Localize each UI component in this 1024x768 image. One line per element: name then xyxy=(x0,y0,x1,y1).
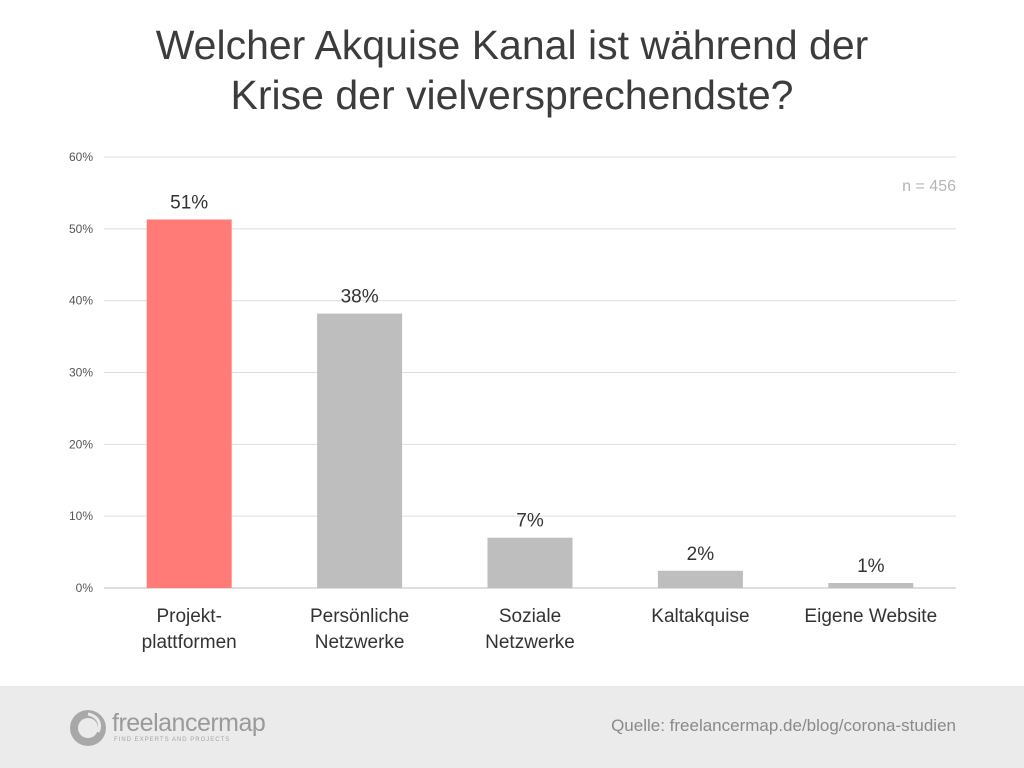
x-category-label: Netzwerke xyxy=(315,632,405,653)
x-category-label: Kaltakquise xyxy=(651,606,749,627)
bar-value-label: 38% xyxy=(341,287,379,308)
bar xyxy=(317,313,403,588)
chart-title-line-1: Welcher Akquise Kanal ist während der xyxy=(155,22,869,68)
bar-chart: 0% 10% 20% 30% 40% 50% 60% n = 456 51% Projekt-pl… xyxy=(69,150,956,653)
bar xyxy=(487,537,573,588)
x-category-label: Netzwerke xyxy=(485,632,575,653)
freelancermap-logo: freelancermap FIND EXPERTS AND PROJECTS xyxy=(68,706,268,750)
x-category-label: Projekt- xyxy=(156,606,221,627)
bar-value-label: 2% xyxy=(687,544,715,565)
bar-value-label: 51% xyxy=(170,192,208,213)
x-category-label: plattformen xyxy=(142,632,237,653)
chart-title: Welcher Akquise Kanal ist während der Kr… xyxy=(0,20,1024,120)
bar xyxy=(828,582,914,588)
bar xyxy=(657,570,743,588)
bar-value-label: 7% xyxy=(516,511,544,532)
logo-wordmark: freelancermap xyxy=(112,709,266,737)
y-tick-label: 20% xyxy=(69,437,93,451)
footer: freelancermap FIND EXPERTS AND PROJECTS … xyxy=(0,686,1024,768)
y-tick-label: 30% xyxy=(69,366,93,380)
x-category-label: Soziale xyxy=(499,606,561,627)
source-link[interactable]: Quelle: freelancermap.de/blog/corona-stu… xyxy=(611,716,956,735)
y-tick-label: 10% xyxy=(69,509,93,523)
y-tick-label: 0% xyxy=(76,581,94,595)
x-category-label: Eigene Website xyxy=(804,606,937,627)
x-category-label: Persönliche xyxy=(310,606,409,627)
y-tick-label: 40% xyxy=(69,294,93,308)
logo-swirl-icon xyxy=(70,710,106,746)
bar-value-label: 1% xyxy=(857,556,885,577)
sample-size-annotation: n = 456 xyxy=(902,178,956,195)
logo-tagline: FIND EXPERTS AND PROJECTS xyxy=(114,737,231,743)
bar xyxy=(146,219,232,588)
y-tick-label: 60% xyxy=(69,150,93,164)
chart-title-line-2: Krise der vielversprechendste? xyxy=(230,72,794,118)
y-tick-label: 50% xyxy=(69,222,93,236)
